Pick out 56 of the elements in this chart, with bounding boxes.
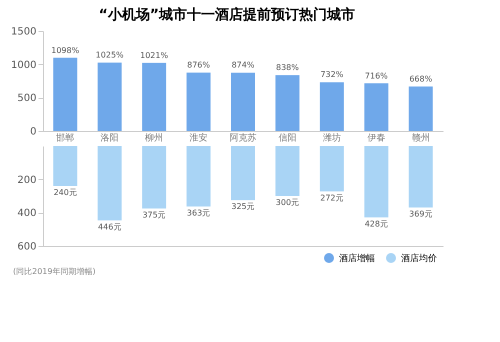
data-label: 369元 xyxy=(409,210,432,218)
bar xyxy=(408,86,433,131)
bar xyxy=(275,75,300,131)
y-tick-label: 200 xyxy=(17,174,36,186)
bar xyxy=(364,146,388,218)
data-label: 1025% xyxy=(96,50,124,60)
x-tick-label: 信阳 xyxy=(278,132,296,144)
bar xyxy=(408,146,433,208)
bar xyxy=(186,146,211,206)
data-label: 732% xyxy=(320,70,344,80)
bar xyxy=(320,82,344,131)
data-label: 240元 xyxy=(54,188,77,197)
data-label: 428元 xyxy=(364,219,388,228)
bar xyxy=(364,83,388,131)
legend-label: 酒店均价 xyxy=(401,253,437,264)
y-tick-label: 500 xyxy=(17,93,36,104)
data-label: 716% xyxy=(364,71,388,80)
data-label: 668% xyxy=(409,74,433,84)
text: (同比2019年同期增幅) xyxy=(13,267,96,276)
data-label: 874% xyxy=(232,60,255,70)
data-label: 1021% xyxy=(140,50,168,60)
bar xyxy=(275,146,300,196)
data-label: 363元 xyxy=(186,208,210,218)
data-label: 325元 xyxy=(231,202,255,212)
bar xyxy=(320,146,344,192)
y-tick-label: 1000 xyxy=(11,60,36,71)
y-tick-label: 400 xyxy=(17,208,36,220)
bar xyxy=(53,58,78,131)
x-tick-label: 柳州 xyxy=(145,132,164,144)
bar xyxy=(186,72,211,131)
data-label: 1098% xyxy=(51,46,80,55)
data-label: 272元 xyxy=(320,193,344,202)
data-label: 838% xyxy=(276,63,300,72)
x-tick-label: 淮安 xyxy=(190,132,208,144)
x-tick-label: 赣州 xyxy=(412,132,430,144)
x-tick-label: 邯郸 xyxy=(56,132,74,144)
bar xyxy=(142,62,166,131)
x-tick-label: 潍坊 xyxy=(322,132,341,144)
data-label: 375元 xyxy=(142,210,166,220)
data-label: 446元 xyxy=(98,222,122,232)
x-tick-label: 伊春 xyxy=(367,132,386,144)
y-tick-label: 1500 xyxy=(11,26,36,38)
x-tick-label: 洛阳 xyxy=(100,132,119,144)
chart-title: “小机场”城市十一酒店提前预订热门城市 xyxy=(98,6,355,23)
bar xyxy=(98,146,122,220)
data-label: 300元 xyxy=(276,198,300,207)
y-tick-label: 600 xyxy=(17,242,36,252)
y-tick-label: 0 xyxy=(30,126,36,138)
x-tick-label: 阿克苏 xyxy=(230,132,256,144)
bar xyxy=(142,146,166,208)
bar xyxy=(231,146,255,200)
bar xyxy=(53,146,78,186)
legend-label: 酒店增幅 xyxy=(339,253,375,264)
bar xyxy=(231,72,255,131)
bar xyxy=(98,62,122,131)
data-label: 876% xyxy=(187,60,210,70)
